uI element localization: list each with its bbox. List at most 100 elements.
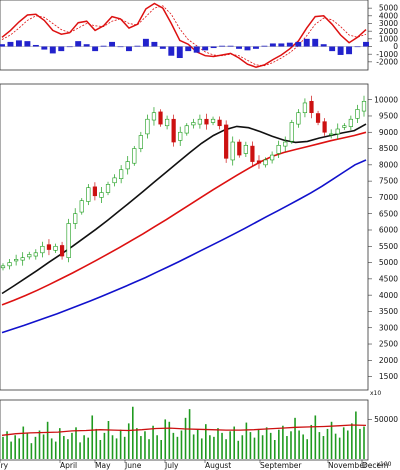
indicator-histogram-bar [227,45,234,47]
indicator-histogram-bar [41,46,48,50]
candle-body [86,187,91,202]
price-candle [178,126,183,146]
price-tick-label: 8000 [379,160,398,169]
price-candle [197,114,203,129]
indicator-histogram-bar [185,46,192,52]
price-candle [250,141,255,167]
x-tick-label: April [60,461,77,470]
indicator-histogram-bar [151,41,158,47]
indicator-histogram-bar [286,42,293,47]
price-candle [27,251,32,260]
price-candle [184,123,189,136]
indicator-tick-label: 2000 [379,27,398,36]
indicator-histogram-bar [100,45,107,47]
price-candle [164,115,170,130]
indicator-tick-label: 4000 [379,11,398,20]
price-tick-label: 3500 [379,307,398,316]
indicator-histogram-bar [329,46,336,52]
candle-body [112,177,117,184]
price-tick-label: 6000 [379,226,398,235]
indicator-histogram-bar [210,46,217,49]
price-candle [92,182,97,201]
indicator-histogram-bar [117,46,124,48]
candle-body [73,213,78,224]
price-candle [158,109,163,127]
candle-body [250,145,255,162]
price-panel-frame [0,83,369,391]
price-candle [119,165,124,184]
price-tick-label: 4000 [379,291,398,300]
price-candle [59,241,65,260]
volume-tick-label: 50000 [374,415,398,424]
indicator-histogram-bar [252,46,259,49]
price-candle [99,186,104,203]
candle-body [355,109,360,119]
price-tick-label: 1500 [379,372,398,381]
price-candle [230,136,235,166]
indicator-histogram-bar [142,38,149,47]
price-candle [79,198,84,215]
price-tick-label: 2000 [379,356,398,365]
x-tick-label: August [205,461,231,470]
price-candle [256,155,262,169]
candle-body [217,119,222,127]
moving-average-red [1,131,367,306]
candle-body [158,111,163,125]
candle-body [230,141,235,161]
price-candle [263,157,268,168]
indicator-histogram-bar [244,46,251,51]
candle-body [270,154,275,161]
price-candle [0,263,6,271]
price-candle [66,218,71,263]
x-tick-label: June [124,461,142,470]
price-candle [210,116,216,126]
price-tick-label: 3000 [379,323,398,332]
candle-body [342,125,347,128]
indicator-histogram-bar [337,46,344,55]
price-layer [0,95,367,334]
price-candle [335,123,340,140]
price-tick-label: 9000 [379,128,398,137]
indicator-histogram-bar [32,44,39,47]
price-candle [151,107,157,126]
candle-body [263,159,268,166]
candle-body [309,101,314,114]
x-tick-label: Decem [362,461,388,470]
price-candle [224,120,229,163]
price-candle [243,141,248,158]
candle-body [145,118,150,135]
axis-layer: 500040003000200010000-1000-2000100009500… [0,4,398,470]
indicator-main-line [1,2,367,68]
indicator-histogram-bar [278,43,285,47]
candle-body [14,259,19,262]
indicator-histogram-bar [261,45,268,47]
price-candle [361,95,367,117]
indicator-histogram-bar [134,45,141,47]
candle-body [171,118,176,143]
candle-body [335,128,340,135]
price-candle [342,123,347,130]
candle-body [7,262,12,267]
candle-body [40,245,45,254]
price-tick-label: 10000 [374,95,398,104]
candle-body [59,245,65,257]
candle-body [125,161,130,170]
price-candle [73,208,78,230]
candle-body [46,244,52,250]
candle-body [283,141,288,147]
candle-body [361,101,367,112]
price-candle [33,249,38,260]
price-tick-label: 7500 [379,177,398,186]
indicator-histogram-bar [168,46,175,56]
price-candle [322,118,327,136]
x-tick-label: July [164,461,179,470]
volume-multiplier-note: x100 [376,461,391,468]
price-candle [46,239,52,256]
price-candle [14,254,19,266]
price-candle [191,118,196,129]
price-candle [217,116,222,130]
indicator-histogram-bar [109,41,116,47]
candle-body [322,121,327,133]
price-candle [283,136,288,152]
